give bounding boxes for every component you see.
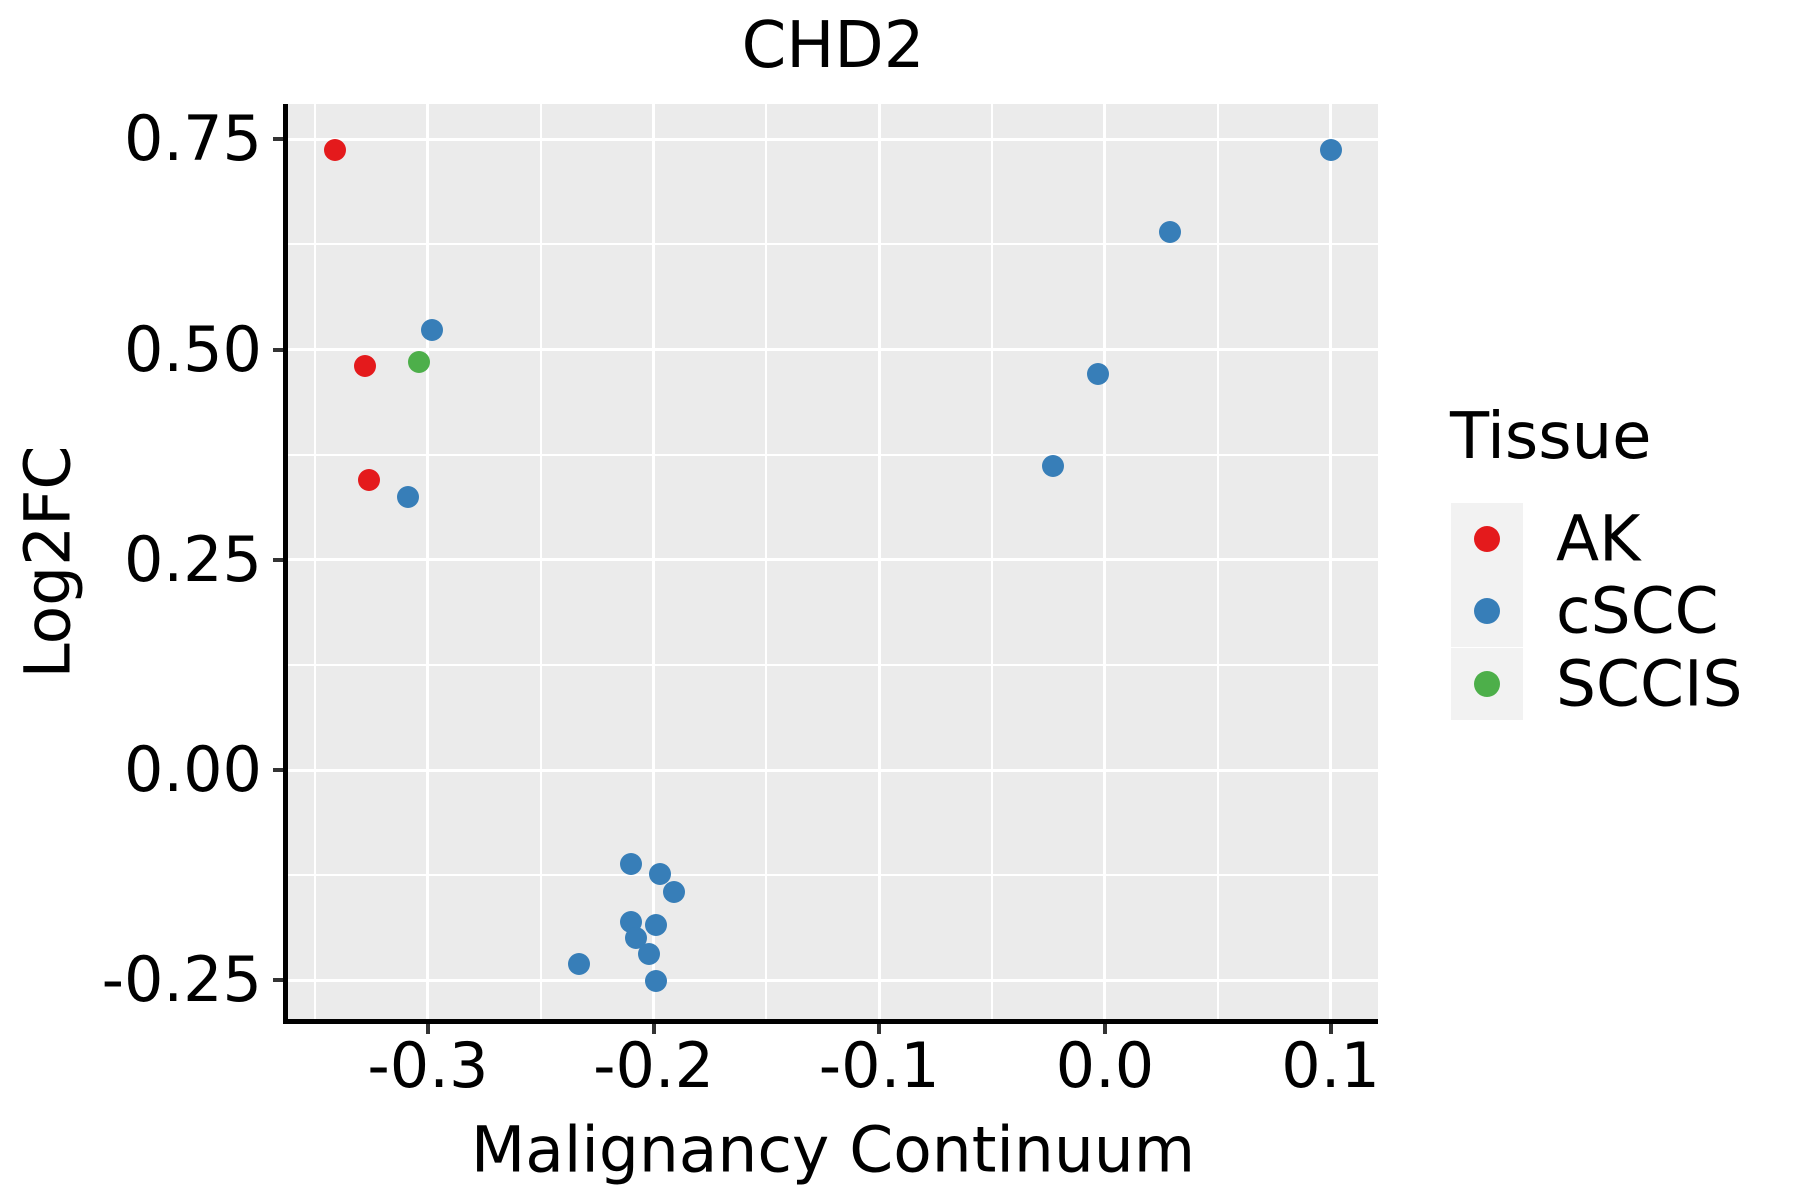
data-point-cSCC xyxy=(644,970,667,993)
x-tick-mark xyxy=(425,1024,430,1034)
legend-label-cSCC: cSCC xyxy=(1556,574,1719,648)
y-tick-mark xyxy=(273,768,283,773)
x-tick-mark xyxy=(651,1024,656,1034)
gridline-y-major xyxy=(288,978,1378,982)
x-tick-label: -0.2 xyxy=(593,1029,715,1102)
gridline-x-major xyxy=(1329,104,1333,1019)
x-tick-mark xyxy=(1102,1024,1107,1034)
y-tick-label: 0.75 xyxy=(123,102,262,176)
data-point-cSCC xyxy=(1087,362,1110,385)
data-point-cSCC xyxy=(396,485,419,508)
data-point-cSCC xyxy=(620,853,643,876)
legend-dot-SCCIS xyxy=(1474,670,1500,697)
gridline-x-minor xyxy=(539,104,542,1019)
gridline-y-major xyxy=(288,348,1378,352)
legend-key-SCCIS xyxy=(1451,647,1523,720)
data-point-AK xyxy=(324,139,347,162)
x-axis-line xyxy=(283,1019,1378,1024)
gridline-y-minor xyxy=(288,453,1378,456)
legend-dot-AK xyxy=(1474,526,1500,552)
x-tick-mark xyxy=(1328,1024,1333,1034)
data-point-cSCC xyxy=(1042,455,1065,478)
gridline-x-minor xyxy=(991,104,994,1019)
x-tick-label: -0.1 xyxy=(818,1029,940,1102)
legend-label-SCCIS: SCCIS xyxy=(1556,647,1743,721)
y-axis-line xyxy=(283,104,288,1024)
data-point-cSCC xyxy=(638,943,661,966)
plot-panel xyxy=(288,104,1378,1019)
y-tick-label: 0.25 xyxy=(123,522,262,596)
y-tick-label: 0.50 xyxy=(123,312,262,386)
y-tick-mark xyxy=(273,137,283,142)
gridline-x-major xyxy=(426,104,430,1019)
gridline-x-minor xyxy=(765,104,768,1019)
data-point-AK xyxy=(353,355,376,378)
data-point-cSCC xyxy=(644,913,667,936)
gridline-y-minor xyxy=(288,243,1378,246)
legend-key-cSCC xyxy=(1451,575,1523,648)
legend-dot-cSCC xyxy=(1474,598,1500,625)
legend-key-AK xyxy=(1451,503,1523,575)
x-tick-mark xyxy=(877,1024,882,1034)
x-tick-label: 0.0 xyxy=(1055,1029,1155,1102)
y-tick-mark xyxy=(273,347,283,352)
gridline-y-major xyxy=(288,137,1378,141)
data-point-cSCC xyxy=(662,881,685,903)
plot-title: CHD2 xyxy=(741,9,925,83)
y-tick-mark xyxy=(273,557,283,562)
gridline-y-minor xyxy=(288,874,1378,877)
y-tick-label: 0.00 xyxy=(123,733,262,807)
gridline-x-major xyxy=(877,104,881,1019)
gridline-x-major xyxy=(652,104,656,1019)
y-tick-mark xyxy=(273,978,283,983)
gridline-x-major xyxy=(1103,104,1107,1019)
x-tick-label: 0.1 xyxy=(1281,1029,1380,1102)
data-point-AK xyxy=(358,468,381,491)
gridline-x-minor xyxy=(1216,104,1219,1019)
data-point-SCCIS xyxy=(407,351,430,374)
legend-title: Tissue xyxy=(1450,400,1652,474)
x-tick-label: -0.3 xyxy=(367,1029,489,1102)
y-axis-title: Log2FC xyxy=(11,445,85,679)
data-point-cSCC xyxy=(1319,139,1342,162)
legend-label-AK: AK xyxy=(1556,502,1641,576)
data-point-cSCC xyxy=(649,862,672,885)
x-axis-title: Malignancy Continuum xyxy=(470,1113,1196,1187)
data-point-cSCC xyxy=(1159,220,1182,243)
gridline-y-major xyxy=(288,558,1378,562)
y-tick-label: -0.25 xyxy=(101,943,262,1017)
data-point-cSCC xyxy=(624,927,647,950)
gridline-x-minor xyxy=(314,104,317,1019)
data-point-cSCC xyxy=(568,953,591,976)
gridline-y-minor xyxy=(288,663,1378,666)
gridline-y-major xyxy=(288,768,1378,772)
data-point-cSCC xyxy=(421,319,444,342)
